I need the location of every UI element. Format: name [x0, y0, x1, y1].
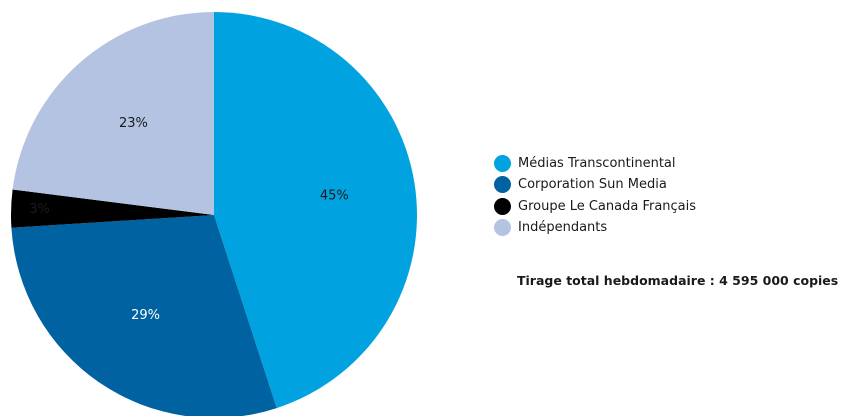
legend-label: Corporation Sun Media — [518, 177, 667, 193]
legend-item: Groupe Le Canada Français — [494, 196, 696, 217]
legend-label: Indépendants — [518, 220, 608, 236]
legend-item: Médias Transcontinental — [494, 153, 696, 174]
legend-swatch-icon — [494, 197, 511, 215]
pie-chart: 45% 29% 3% 23% — [11, 12, 417, 416]
slice-value-label: 23% — [119, 116, 148, 131]
pie-slice — [214, 12, 417, 409]
legend-label: Médias Transcontinental — [518, 156, 676, 172]
slice-value-label: 3% — [29, 202, 50, 217]
legend-swatch-icon — [494, 176, 511, 194]
pie-slice — [11, 189, 215, 228]
pie-slice — [12, 12, 215, 215]
legend-label: Groupe Le Canada Français — [518, 198, 697, 214]
legend-swatch-icon — [494, 219, 511, 237]
slice-value-label: 29% — [131, 308, 160, 323]
pie-slice — [11, 215, 277, 416]
legend-swatch-icon — [494, 155, 511, 173]
legend-item: Corporation Sun Media — [494, 174, 696, 195]
legend: Médias Transcontinental Corporation Sun … — [494, 153, 696, 238]
total-circulation-note: Tirage total hebdomadaire : 4 595 000 co… — [517, 273, 839, 288]
legend-item: Indépendants — [494, 217, 696, 238]
slice-value-label: 45% — [320, 188, 349, 203]
